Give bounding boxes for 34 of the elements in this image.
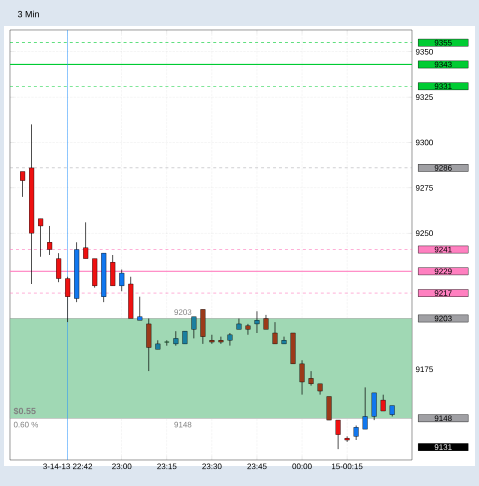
candlestick	[362, 387, 368, 430]
candlestick	[155, 340, 160, 350]
candlestick	[380, 394, 386, 412]
candlestick	[236, 318, 242, 330]
candlestick	[110, 254, 116, 286]
candlestick	[227, 332, 232, 346]
candlestick	[47, 226, 52, 256]
candlestick	[272, 322, 278, 344]
candlestick	[20, 171, 26, 198]
candlestick	[263, 314, 269, 330]
candlestick	[191, 316, 196, 339]
candlestick	[300, 360, 305, 396]
band-label: $0.55	[14, 407, 36, 415]
candlestick	[354, 425, 359, 440]
candlestick	[83, 222, 88, 259]
candlestick	[38, 218, 44, 258]
candlestick	[218, 336, 224, 344]
candlestick	[318, 383, 323, 396]
candlestick	[56, 252, 62, 283]
candlestick	[119, 269, 124, 292]
candlestick	[173, 330, 178, 346]
chart-title: 3 Min	[18, 10, 39, 18]
candlestick	[254, 310, 260, 334]
candlestick	[245, 324, 250, 336]
candlestick	[65, 276, 70, 322]
candlestick	[390, 405, 395, 417]
candlestick	[137, 296, 142, 321]
candlestick	[336, 420, 341, 450]
candlestick	[308, 370, 314, 386]
candlestick	[326, 396, 332, 420]
candlestick	[209, 334, 214, 344]
candlestick	[182, 330, 188, 344]
candlestick	[372, 392, 377, 420]
candlestick	[146, 318, 152, 372]
